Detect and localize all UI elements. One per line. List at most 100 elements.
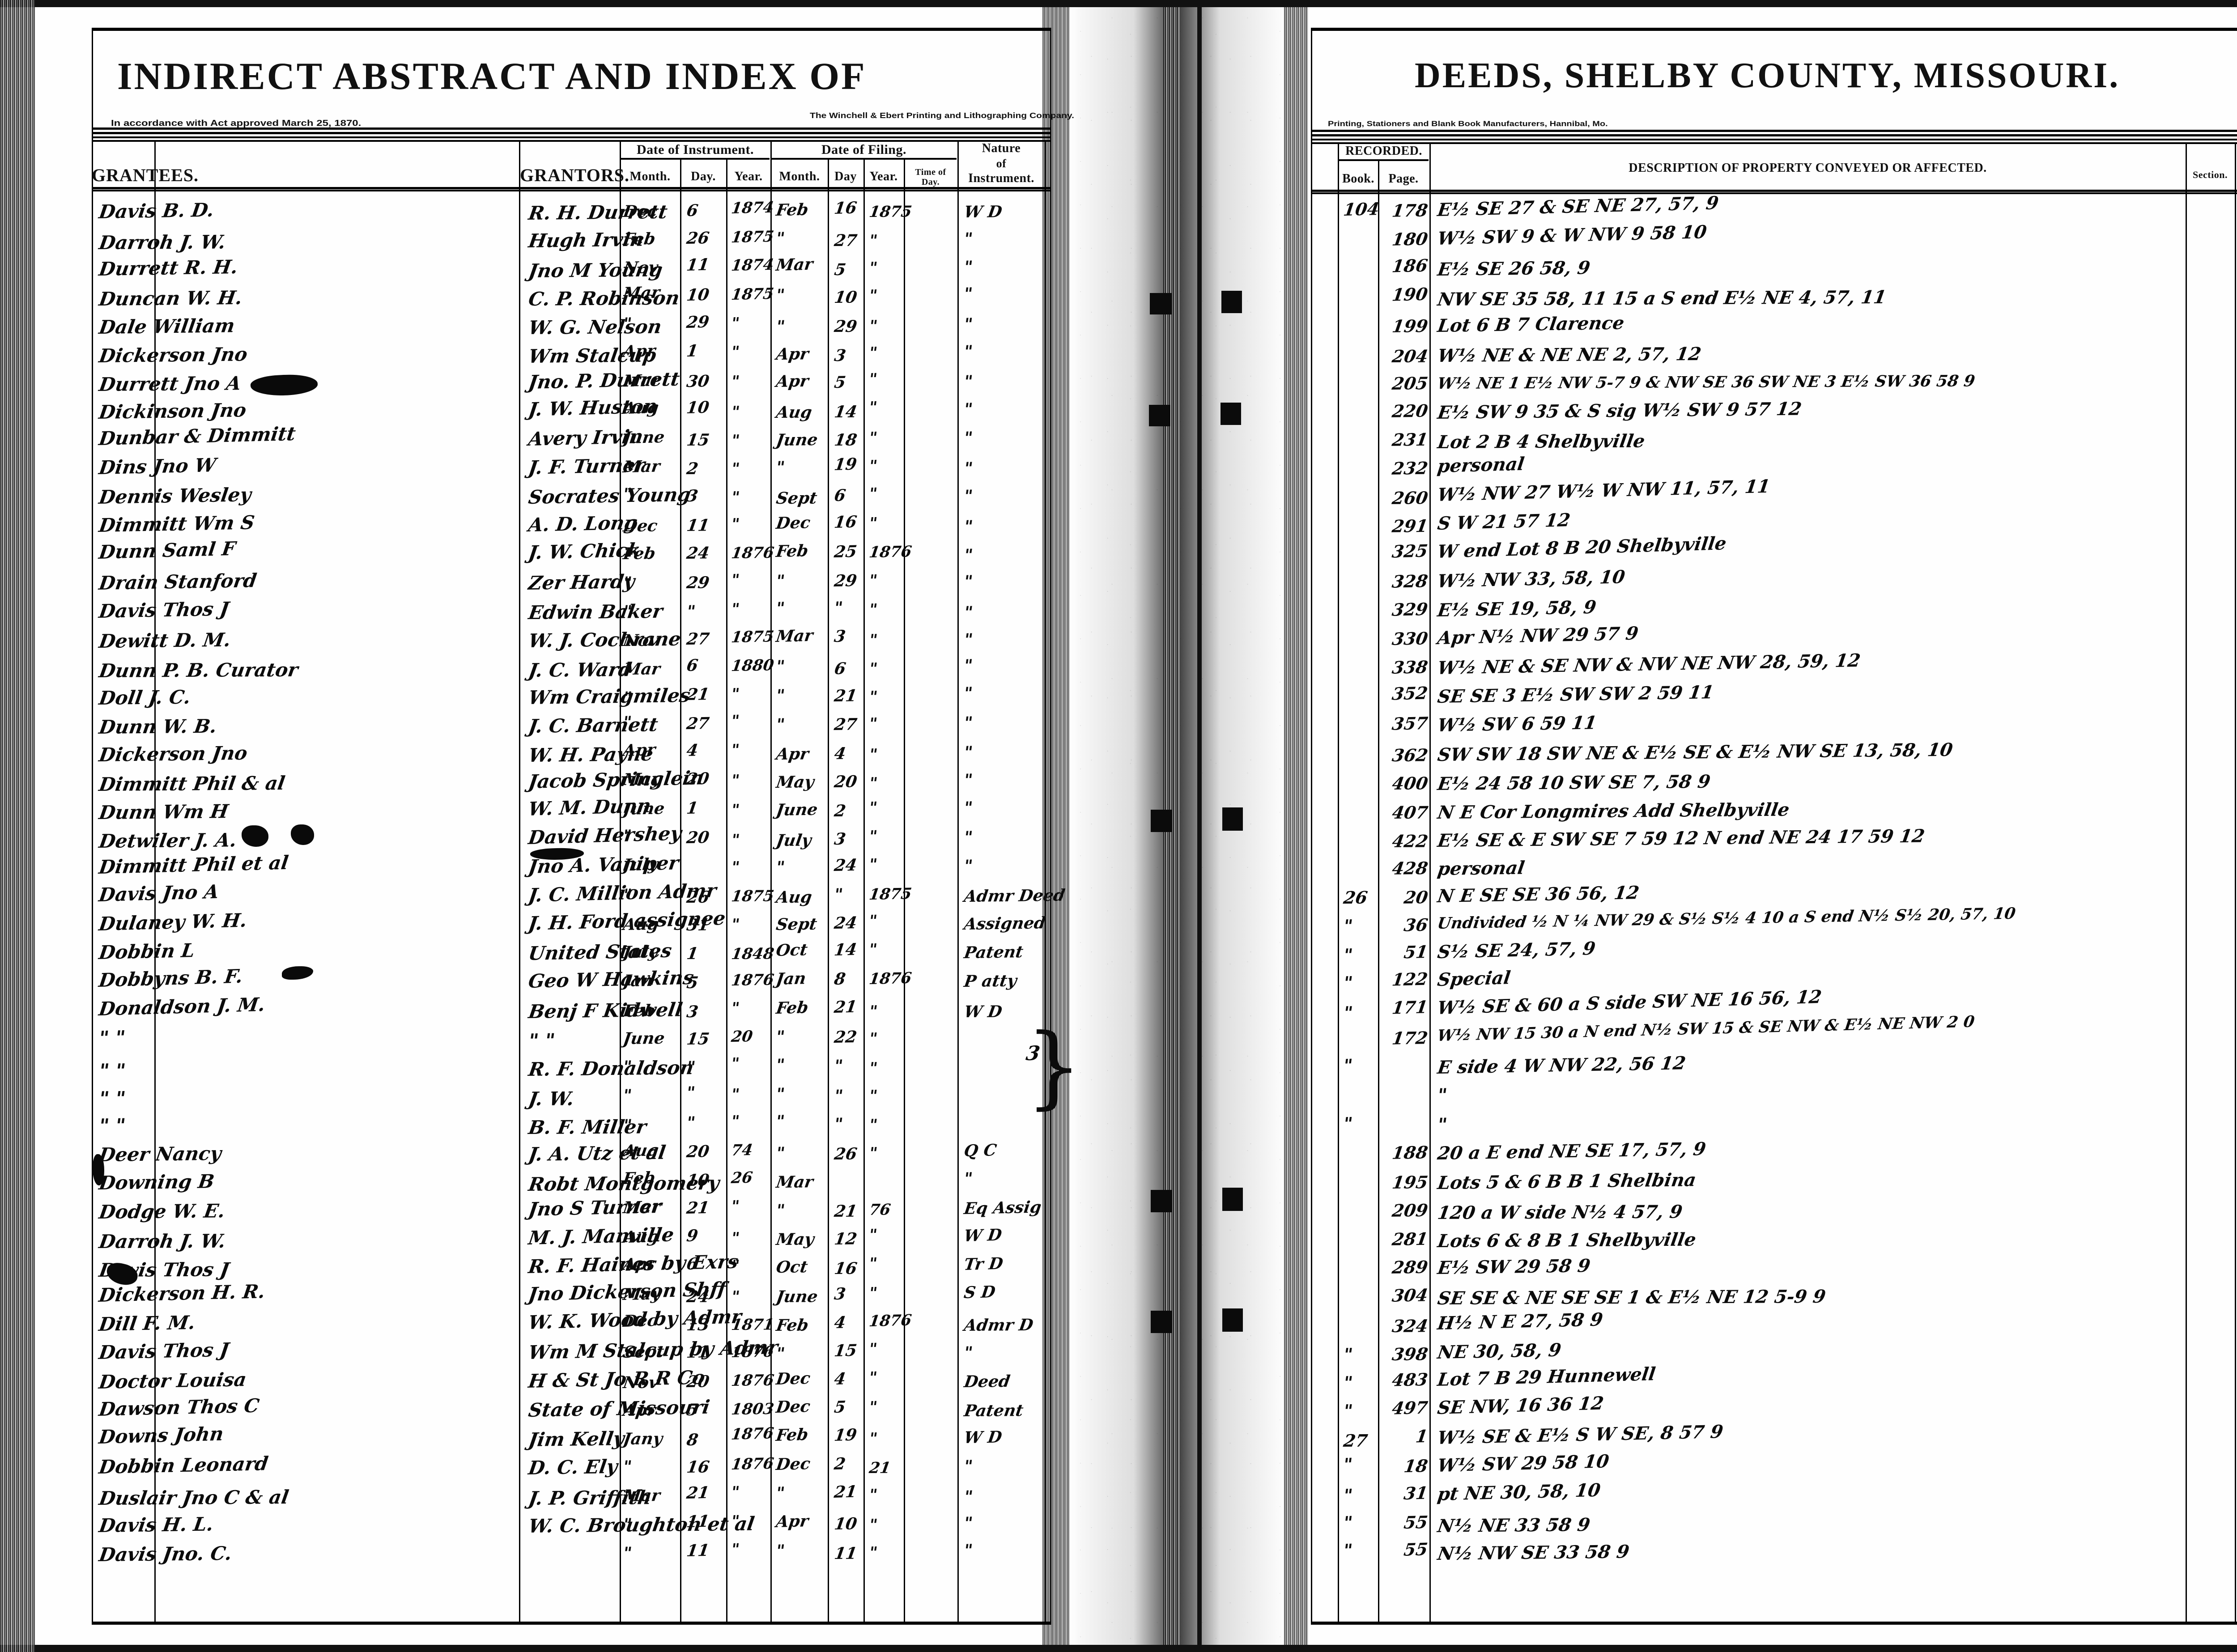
right-frame-top <box>1311 28 2237 31</box>
cell-instr-year: 1876 <box>730 1424 775 1444</box>
cell-instr-year: " <box>730 571 741 589</box>
cell-filing-day: 4 <box>833 1313 847 1332</box>
cell-filing-year: " <box>868 1030 879 1048</box>
cell-grantor: R. F. Haines by Exrs <box>527 1250 740 1278</box>
scan-edge-top <box>0 0 2237 7</box>
cell-instr-day: 13 <box>685 1315 711 1335</box>
cell-instr-month: " <box>622 573 634 592</box>
cell-instr-year: " <box>730 999 741 1018</box>
cell-nature: " <box>963 545 974 565</box>
cell-filing-day: 8 <box>833 969 847 989</box>
cell-instr-month: " <box>622 1543 633 1563</box>
left-frame-left <box>92 28 93 1625</box>
cell-grantor: M. J. Manville <box>527 1223 676 1249</box>
cell-instr-month: Aug <box>622 1141 660 1161</box>
right-page-sheet <box>1284 7 2237 1645</box>
left-page-title: INDIRECT ABSTRACT AND INDEX OF <box>117 55 867 98</box>
cell-filing-month: June <box>775 1287 819 1307</box>
cell-filing-day: 5 <box>833 373 847 392</box>
cell-filing-day: 21 <box>833 997 858 1017</box>
cell-filing-year: " <box>868 484 879 503</box>
cell-filing-year: " <box>868 317 879 335</box>
cell-page: 188 <box>1391 1142 1429 1163</box>
cell-filing-month: Dec <box>775 513 812 533</box>
cell-grantor: Jno Dickerson Shff <box>527 1278 727 1305</box>
cell-instr-year: " <box>730 1512 741 1531</box>
cell-filing-day: " <box>833 1114 844 1134</box>
left-masthead-rule-1 <box>92 127 1051 130</box>
cell-instr-year: " <box>730 915 741 934</box>
cell-page: 195 <box>1391 1172 1429 1193</box>
cell-instr-day: 1 <box>685 798 699 818</box>
cell-instr-month: Mar <box>622 370 661 391</box>
cell-grantor: Jim Kelly <box>527 1427 626 1451</box>
right-masthead-rule-2 <box>1311 134 2237 136</box>
cell-instr-day: 2 <box>685 459 700 479</box>
left-header-bottom-rule <box>92 187 1051 189</box>
cell-instr-month: Dec <box>622 202 659 221</box>
cell-page: 483 <box>1391 1369 1429 1390</box>
cell-filing-month: Feb <box>775 1316 810 1335</box>
cell-filing-day: 26 <box>833 1144 859 1164</box>
cell-nature: " <box>963 459 974 478</box>
cell-filing-year: " <box>868 660 879 678</box>
cell-instr-month: " <box>622 1086 633 1105</box>
cell-filing-year: " <box>868 774 879 792</box>
cell-filing-month: Feb <box>775 541 810 561</box>
cell-instr-year: " <box>730 1197 740 1216</box>
cell-instr-year: " <box>730 343 741 361</box>
cell-instr-year: 1874 <box>730 255 775 275</box>
cell-book: " <box>1342 1055 1354 1076</box>
cell-instr-year: " <box>730 431 741 450</box>
cell-grantor: W. K. Wood by Admr <box>527 1306 743 1334</box>
cell-filing-year: " <box>868 745 879 764</box>
cell-page: 55 <box>1403 1539 1429 1560</box>
cell-filing-month: " <box>775 229 786 248</box>
binding-clip-4-right <box>1222 1188 1243 1211</box>
right-masthead-rule-1 <box>1311 130 2237 132</box>
binding-clip-5-right <box>1222 1308 1243 1332</box>
cell-filing-year: " <box>868 259 879 277</box>
cell-instr-month: Jan <box>622 971 655 991</box>
cell-instr-month: " <box>622 1515 633 1534</box>
col-header-instrument-month: Month. <box>629 170 671 183</box>
cell-instr-day: " <box>685 602 697 621</box>
cell-filing-month: Feb <box>775 998 810 1018</box>
cell-nature: Deed <box>963 1372 1012 1392</box>
cell-instr-year: " <box>730 488 741 507</box>
cell-book: 27 <box>1342 1430 1369 1451</box>
cell-instr-day: 30 <box>685 371 711 391</box>
scan-edge-bottom <box>0 1645 2237 1652</box>
cell-instr-day: 20 <box>685 1142 710 1161</box>
cell-filing-day: " <box>833 884 844 904</box>
cell-instr-day: 11 <box>685 1541 710 1560</box>
cell-grantor: Jno. P. Durrett <box>527 368 681 393</box>
cell-filing-day: 2 <box>833 802 847 821</box>
left-col-sep-iday <box>726 159 727 1622</box>
cell-instr-day: 10 <box>685 1171 711 1190</box>
cell-filing-month: Dec <box>775 1368 812 1389</box>
cell-filing-year: " <box>868 369 878 388</box>
cell-instr-year: " <box>730 403 741 421</box>
cell-filing-year: " <box>868 344 879 362</box>
cell-page: 231 <box>1391 429 1429 450</box>
cell-filing-day: 10 <box>833 288 859 307</box>
cell-instr-month: Mar <box>622 659 662 679</box>
cell-page: 51 <box>1403 941 1429 962</box>
cell-filing-month: Dec <box>775 1454 812 1474</box>
cell-instr-year: 1874 <box>730 198 775 218</box>
cell-instr-month: June <box>622 799 666 819</box>
cell-instr-day: 5 <box>685 1400 700 1420</box>
cell-filing-month: " <box>775 571 786 590</box>
cell-filing-year: 76 <box>868 1201 892 1219</box>
gutter-line <box>1197 7 1202 1645</box>
cell-nature: " <box>963 828 974 847</box>
cell-nature: " <box>963 1457 974 1476</box>
cell-instr-year: 1875 <box>730 228 775 247</box>
binding-clip-4-left <box>1151 1190 1172 1212</box>
col-header-recorded: RECORDED. <box>1345 144 1422 158</box>
cell-instr-day: 20 <box>685 1372 711 1391</box>
cell-nature: " <box>963 713 974 733</box>
cell-nature: " <box>963 257 974 277</box>
cell-page: 281 <box>1391 1229 1429 1250</box>
